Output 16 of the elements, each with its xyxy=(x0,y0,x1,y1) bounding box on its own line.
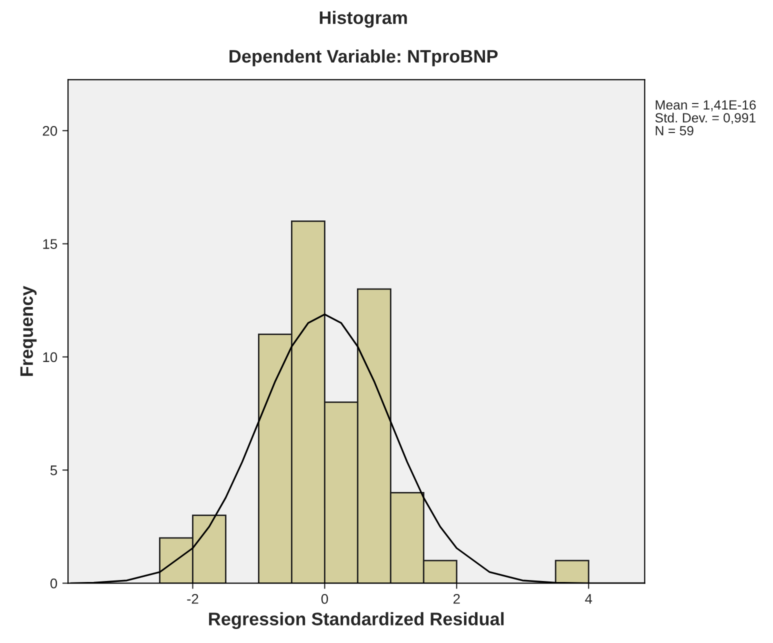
x-tick-label: -2 xyxy=(187,594,198,604)
y-tick-label: 15 xyxy=(43,239,58,249)
x-tick-label: 4 xyxy=(585,594,592,604)
text: Std. Dev. = 0,991 xyxy=(655,112,756,124)
x-tick-label: 2 xyxy=(453,594,460,604)
chart-subtitle: Dependent Variable: NTproBNP xyxy=(230,49,498,66)
y-tick-label: 5 xyxy=(50,466,58,476)
text: Mean = 1,41E-16 xyxy=(656,100,756,112)
chart-title: Histogram xyxy=(320,10,407,28)
y-axis-title: Frequency xyxy=(20,286,37,376)
y-tick-label: 0 xyxy=(50,578,58,588)
y-tick-label: 20 xyxy=(42,126,58,136)
y-tick-label: 10 xyxy=(43,352,58,362)
text: N = 59 xyxy=(656,126,694,136)
x-axis-title: Regression Standardized Residual xyxy=(209,612,504,630)
x-tick-label: 0 xyxy=(321,594,328,604)
